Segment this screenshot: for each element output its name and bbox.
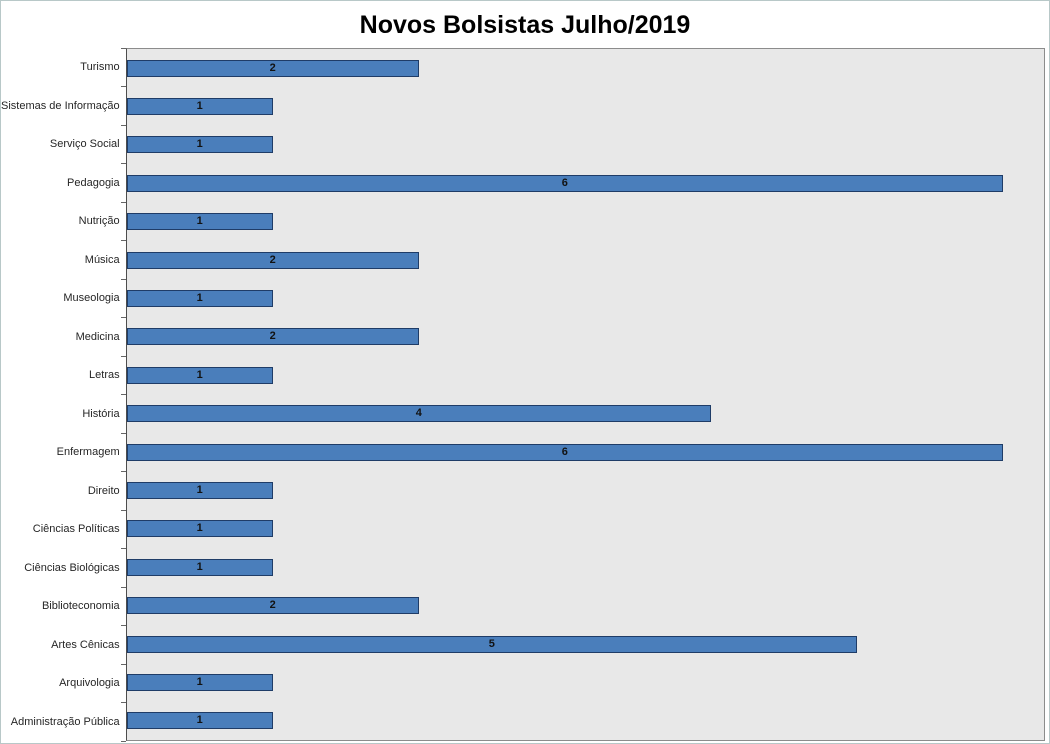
category-label: Administração Pública (1, 703, 126, 741)
bar-value-label: 1 (196, 100, 203, 113)
bar-value-label: 1 (196, 714, 203, 727)
bar-row: 6 (126, 433, 1044, 471)
bar-value-label: 6 (561, 445, 568, 458)
bar-row: 1 (126, 279, 1044, 317)
bar: 1 (126, 98, 273, 116)
category-label: Arquivologia (1, 664, 126, 703)
bar: 1 (126, 213, 273, 231)
bar-value-label: 4 (415, 407, 422, 420)
bar: 2 (126, 251, 419, 269)
category-label: Serviço Social (1, 125, 126, 164)
category-label: Nutrição (1, 202, 126, 241)
bar-value-label: 5 (488, 637, 495, 650)
bar: 1 (126, 520, 273, 538)
category-label: Museologia (1, 279, 126, 318)
bar: 6 (126, 443, 1004, 461)
category-label: Sistemas de Informação (1, 87, 126, 125)
bar: 1 (126, 673, 273, 691)
y-axis-labels: Turismo Sistemas de Informação Serviço Soc… (1, 47, 126, 741)
bar: 5 (126, 635, 858, 653)
bar-value-label: 1 (196, 560, 203, 573)
bar-row: 1 (126, 471, 1044, 509)
bar-row: 2 (126, 49, 1044, 87)
bar-value-label: 1 (196, 292, 203, 305)
bar-value-label: 2 (269, 61, 276, 74)
category-label: Pedagogia (1, 164, 126, 203)
bar-row: 1 (126, 126, 1044, 164)
category-label: Medicina (1, 318, 126, 356)
bar-value-label: 1 (196, 675, 203, 688)
bar-row: 1 (126, 356, 1044, 394)
bar-row: 2 (126, 318, 1044, 356)
bar-value-label: 2 (269, 599, 276, 612)
bar-row: 1 (126, 510, 1044, 548)
bar-row: 2 (126, 586, 1044, 624)
bar-row: 1 (126, 87, 1044, 125)
bar-row: 1 (126, 663, 1044, 701)
category-label: História (1, 395, 126, 433)
category-label: Enfermagem (1, 433, 126, 472)
category-label: Ciências Políticas (1, 510, 126, 549)
bar-row: 2 (126, 241, 1044, 279)
category-label: Turismo (1, 47, 126, 87)
bar: 2 (126, 328, 419, 346)
bar: 1 (126, 366, 273, 384)
category-label: Biblioteconomia (1, 587, 126, 626)
category-label: Ciências Biológicas (1, 549, 126, 587)
bar-value-label: 1 (196, 522, 203, 535)
bar: 1 (126, 481, 273, 499)
category-label: Direito (1, 472, 126, 510)
bar-row: 4 (126, 395, 1044, 433)
bar: 4 (126, 405, 711, 423)
chart-body: Turismo Sistemas de Informação Serviço Soc… (1, 47, 1045, 741)
bar: 1 (126, 136, 273, 154)
bar: 2 (126, 597, 419, 615)
bar-value-label: 2 (269, 253, 276, 266)
category-label: Letras (1, 356, 126, 395)
category-label: Música (1, 241, 126, 279)
bar-row: 5 (126, 625, 1044, 663)
bar-value-label: 1 (196, 138, 203, 151)
bar-value-label: 1 (196, 368, 203, 381)
bar-row: 1 (126, 702, 1044, 740)
chart-title: Novos Bolsistas Julho/2019 (359, 11, 691, 39)
bar-value-label: 1 (196, 483, 203, 496)
bar: 1 (126, 290, 273, 308)
bar-value-label: 1 (196, 215, 203, 228)
bar: 2 (126, 59, 419, 77)
bar-row: 6 (126, 164, 1044, 202)
bar-row: 1 (126, 203, 1044, 241)
bar: 6 (126, 174, 1004, 192)
bar-row: 1 (126, 548, 1044, 586)
bar-value-label: 6 (561, 176, 568, 189)
bar-value-label: 2 (269, 330, 276, 343)
bar: 1 (126, 558, 273, 576)
category-label: Artes Cênicas (1, 626, 126, 664)
bar: 1 (126, 712, 273, 730)
